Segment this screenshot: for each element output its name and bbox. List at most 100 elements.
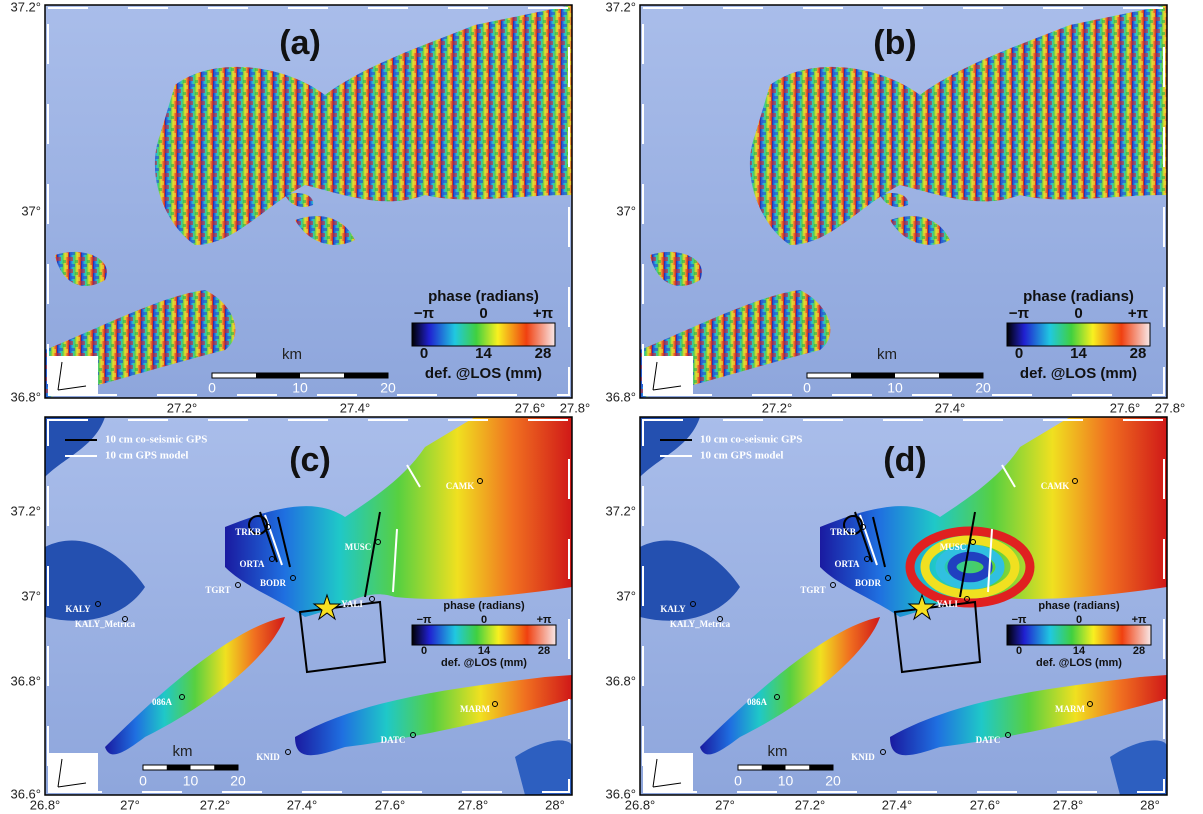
x-tick-label: 27.8° bbox=[458, 797, 489, 812]
station-label: MUSC bbox=[345, 542, 372, 552]
colorbar-def-tick: 0 bbox=[1015, 345, 1023, 362]
colorbar-title: phase (radians) bbox=[1023, 288, 1134, 305]
colorbar-phase-tick: 0 bbox=[1074, 305, 1082, 322]
colorbar-def-tick: 28 bbox=[1130, 345, 1147, 362]
scale-tick: 0 bbox=[208, 380, 216, 396]
scale-tick: 10 bbox=[778, 773, 794, 789]
station-label: 086A bbox=[152, 697, 173, 707]
scale-bar-fill bbox=[939, 373, 983, 378]
x-tick-label: 27.6° bbox=[375, 797, 406, 812]
x-tick-label: 27.2° bbox=[200, 797, 231, 812]
panel-label: (b) bbox=[873, 24, 916, 62]
y-tick-label: 37° bbox=[616, 588, 636, 603]
scale-bar-fill bbox=[344, 373, 388, 378]
legend-text: 10 cm GPS model bbox=[105, 450, 188, 462]
x-tick-label: 27.4° bbox=[287, 797, 318, 812]
panel-label: (c) bbox=[289, 441, 331, 479]
scale-tick: 20 bbox=[230, 773, 246, 789]
map-panel: CAMKTRKBMUSCORTABODRTGRTKALYKALY_Metrica… bbox=[605, 417, 1167, 812]
station-label: TRKB bbox=[830, 527, 856, 537]
x-tick-label: 27.6° bbox=[970, 797, 1001, 812]
colorbar-phase-tick: 0 bbox=[1076, 614, 1082, 626]
figure: (a) 37.2° 37° 36.8° 27.2° 27.4° 27.6° 27.8° phas… bbox=[0, 0, 1203, 814]
colorbar-phase-tick: −π bbox=[417, 614, 432, 626]
x-tick-label: 28° bbox=[1140, 797, 1160, 812]
y-tick-label: 36.8° bbox=[605, 389, 636, 404]
look-direction-inset bbox=[643, 356, 693, 396]
map-panel: (a)37.2°37°36.8°27.2°27.4°27.6°27.8°phas… bbox=[10, 0, 590, 415]
colorbar-phase-tick: +π bbox=[1132, 614, 1147, 626]
inset-box bbox=[48, 356, 98, 396]
colorbar-def-tick: 14 bbox=[1070, 345, 1087, 362]
scale-tick: 10 bbox=[887, 380, 903, 396]
station-label: KNID bbox=[851, 752, 875, 762]
colorbar-def-tick: 28 bbox=[1133, 645, 1145, 657]
station-label: CAMK bbox=[1041, 481, 1070, 491]
colorbar-caption: def. @LOS (mm) bbox=[1036, 657, 1122, 669]
colorbar-phase-tick: −π bbox=[1009, 305, 1030, 322]
station-label: KNID bbox=[256, 752, 280, 762]
x-tick-label: 27.6° bbox=[515, 400, 546, 415]
scale-bar-fill bbox=[809, 765, 833, 770]
station-label: DATC bbox=[381, 735, 406, 745]
station-label: MARM bbox=[460, 704, 490, 714]
colorbar-def-tick: 0 bbox=[420, 345, 428, 362]
colorbar-phase-tick: 0 bbox=[479, 305, 487, 322]
map-panel: (b)37.2°37°36.8°27.2°27.4°27.6°27.8°phas… bbox=[605, 0, 1185, 415]
scale-bar-fill bbox=[851, 373, 895, 378]
station-label: KALY bbox=[660, 604, 686, 614]
scale-tick: 0 bbox=[139, 773, 147, 789]
station-label: YALI bbox=[936, 599, 958, 609]
scale-tick: 10 bbox=[292, 380, 308, 396]
colorbar bbox=[412, 323, 555, 346]
look-direction-inset bbox=[48, 356, 98, 396]
scale-tick: 20 bbox=[825, 773, 841, 789]
station-label: TGRT bbox=[800, 585, 825, 595]
colorbar-phase-tick: +π bbox=[533, 305, 554, 322]
y-tick-label: 37.2° bbox=[10, 0, 41, 14]
station-label: TRKB bbox=[235, 527, 261, 537]
scale-unit: km bbox=[768, 743, 788, 760]
x-tick-label: 27° bbox=[715, 797, 735, 812]
scale-tick: 0 bbox=[734, 773, 742, 789]
scale-tick: 0 bbox=[803, 380, 811, 396]
legend-text: 10 cm co-seismic GPS bbox=[105, 434, 207, 446]
scale-bar-fill bbox=[167, 765, 191, 770]
scale-bar-fill bbox=[214, 765, 238, 770]
y-tick-label: 36.8° bbox=[10, 389, 41, 404]
station-label: 086A bbox=[747, 697, 768, 707]
station-label: YALI bbox=[341, 599, 363, 609]
y-tick-label: 37° bbox=[616, 203, 636, 218]
station-label: CAMK bbox=[446, 481, 475, 491]
station-label: TGRT bbox=[205, 585, 230, 595]
x-tick-label: 27.8° bbox=[560, 400, 591, 415]
x-tick-label: 28° bbox=[545, 797, 565, 812]
panel-label: (a) bbox=[279, 24, 321, 62]
x-tick-label: 27.2° bbox=[167, 400, 198, 415]
colorbar-def-tick: 28 bbox=[535, 345, 552, 362]
colorbar-phase-tick: −π bbox=[414, 305, 435, 322]
colorbar bbox=[1007, 323, 1150, 346]
y-tick-label: 37.2° bbox=[605, 503, 636, 518]
x-tick-label: 26.8° bbox=[625, 797, 656, 812]
inset-box bbox=[643, 753, 693, 793]
colorbar bbox=[1007, 625, 1151, 645]
colorbar-caption: def. @LOS (mm) bbox=[1020, 365, 1137, 382]
colorbar-phase-tick: +π bbox=[537, 614, 552, 626]
x-tick-label: 27.2° bbox=[795, 797, 826, 812]
x-tick-label: 27.4° bbox=[340, 400, 371, 415]
station-label: ORTA bbox=[834, 559, 860, 569]
colorbar-phase-tick: −π bbox=[1012, 614, 1027, 626]
station-label: BODR bbox=[855, 578, 882, 588]
look-direction-inset bbox=[643, 753, 693, 793]
scale-unit: km bbox=[282, 346, 302, 363]
y-tick-label: 37° bbox=[21, 203, 41, 218]
y-tick-label: 37° bbox=[21, 588, 41, 603]
colorbar-caption: def. @LOS (mm) bbox=[425, 365, 542, 382]
look-direction-inset bbox=[48, 753, 98, 793]
y-tick-label: 36.8° bbox=[10, 673, 41, 688]
y-tick-label: 37.2° bbox=[605, 0, 636, 14]
scale-bar-fill bbox=[256, 373, 300, 378]
colorbar-phase-tick: 0 bbox=[481, 614, 487, 626]
x-tick-label: 26.8° bbox=[30, 797, 61, 812]
